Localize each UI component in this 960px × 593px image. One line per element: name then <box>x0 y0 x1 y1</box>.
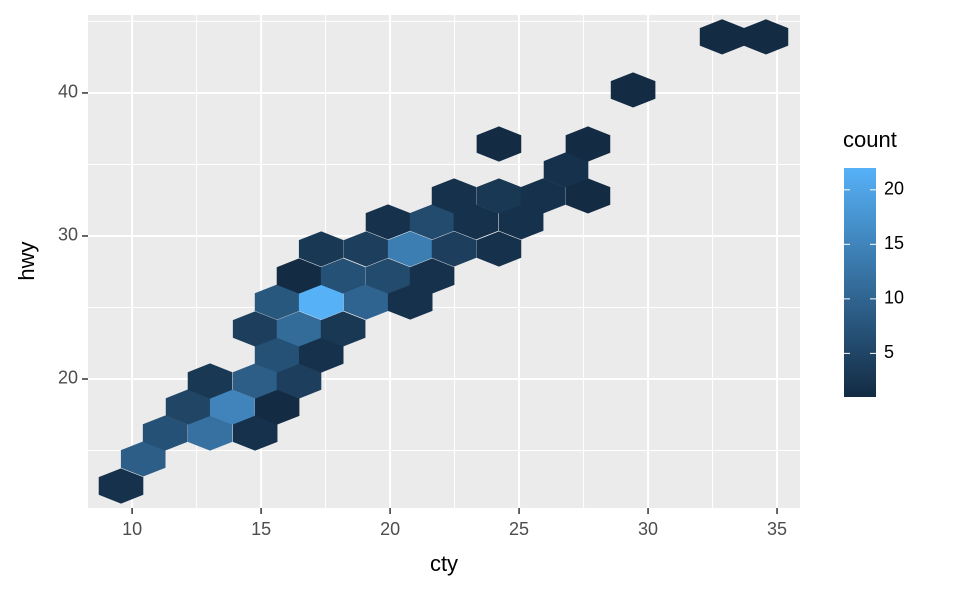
hex-bin <box>409 204 455 240</box>
legend-tick-label: 5 <box>884 342 894 362</box>
hex-bin <box>387 231 433 267</box>
hex-bin <box>254 337 300 373</box>
y-tick-label: 40 <box>58 82 78 102</box>
hex-bin <box>187 363 233 399</box>
hex-bin <box>565 178 611 214</box>
x-tick-label: 35 <box>767 519 787 539</box>
hex-bin <box>320 311 366 347</box>
hex-bin <box>365 204 411 240</box>
hex-bin <box>476 126 522 162</box>
hex-bin <box>120 441 166 477</box>
hex-bin <box>610 72 656 108</box>
legend-title: count <box>843 127 897 152</box>
hex-bin <box>276 258 322 294</box>
hex-bin <box>387 284 433 320</box>
hex-bin <box>476 178 522 214</box>
hex-bin <box>409 258 455 294</box>
legend-tick-label: 20 <box>884 179 904 199</box>
y-tick-label: 20 <box>58 368 78 388</box>
hex-bin <box>254 389 300 425</box>
hex-bin <box>209 389 255 425</box>
hex-bin <box>431 178 477 214</box>
legend-tick-label: 10 <box>884 288 904 308</box>
hex-bin <box>232 311 278 347</box>
hex-bin <box>343 231 389 267</box>
hex-bin <box>232 363 278 399</box>
hex-bin <box>520 178 566 214</box>
x-tick-label: 30 <box>638 519 658 539</box>
hex-bin <box>498 204 544 240</box>
hex-bin <box>431 231 477 267</box>
legend-colorbar <box>844 168 876 397</box>
hex-bin <box>298 337 344 373</box>
legend-tick-label: 15 <box>884 233 904 253</box>
hex-bin <box>365 258 411 294</box>
y-axis-title: hwy <box>14 241 39 280</box>
hex-bin <box>343 284 389 320</box>
hex-bin <box>298 231 344 267</box>
hex-bin <box>232 415 278 451</box>
hex-bin <box>142 415 188 451</box>
hex-bin <box>743 19 789 55</box>
hex-bin <box>187 415 233 451</box>
hex-bin <box>476 231 522 267</box>
x-tick-label: 15 <box>251 519 271 539</box>
x-tick-label: 25 <box>509 519 529 539</box>
x-tick-label: 10 <box>122 519 142 539</box>
hex-bin <box>165 389 211 425</box>
hex-bin <box>453 204 499 240</box>
hex-bin <box>276 363 322 399</box>
hex-bin <box>254 284 300 320</box>
hex-bin <box>276 311 322 347</box>
y-tick-label: 30 <box>58 225 78 245</box>
hex-bin <box>98 468 144 504</box>
hex-bin <box>543 152 589 188</box>
hex-bin <box>699 19 745 55</box>
x-axis-title: cty <box>430 551 458 576</box>
hex-bin <box>320 258 366 294</box>
x-tick-label: 20 <box>380 519 400 539</box>
hex-bin <box>565 126 611 162</box>
hex-bin <box>298 284 344 320</box>
